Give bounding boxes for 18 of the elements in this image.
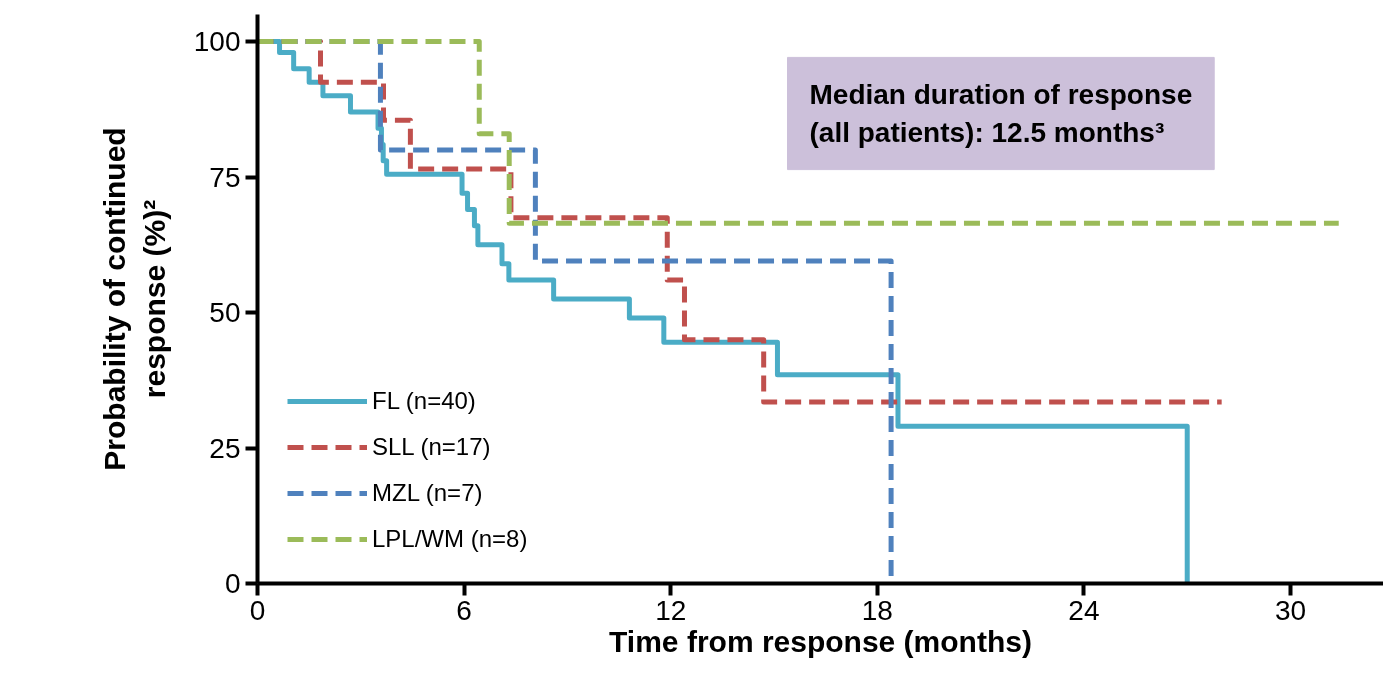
x-tick-label: 24 (1068, 594, 1100, 626)
legend-label: LPL/WM (n=8) (372, 525, 528, 553)
legend-label: MZL (n=7) (372, 479, 483, 507)
legend-label: SLL (n=17) (372, 433, 491, 461)
y-tick-label: 0 (224, 568, 241, 599)
legend-label: FL (n=40) (372, 387, 476, 415)
annotation: Median duration of response (all patients): 12.5 months³ (809, 79, 1193, 148)
y-tick-label: 25 (209, 432, 241, 464)
x-axis-title: Time from response (months) (609, 624, 1032, 658)
x-tick-label: 30 (1274, 594, 1307, 626)
y-tick-label: 50 (209, 297, 241, 329)
x-tick-label: 6 (456, 594, 472, 626)
y-tick-label: 75 (209, 161, 241, 193)
x-tick-label: 0 (249, 594, 266, 626)
x-tick-label: 12 (655, 594, 687, 626)
y-tick-label: 100 (193, 26, 241, 58)
y-axis-title: Probability of continued response (%)² (98, 127, 171, 471)
x-tick-label: 18 (861, 594, 893, 626)
